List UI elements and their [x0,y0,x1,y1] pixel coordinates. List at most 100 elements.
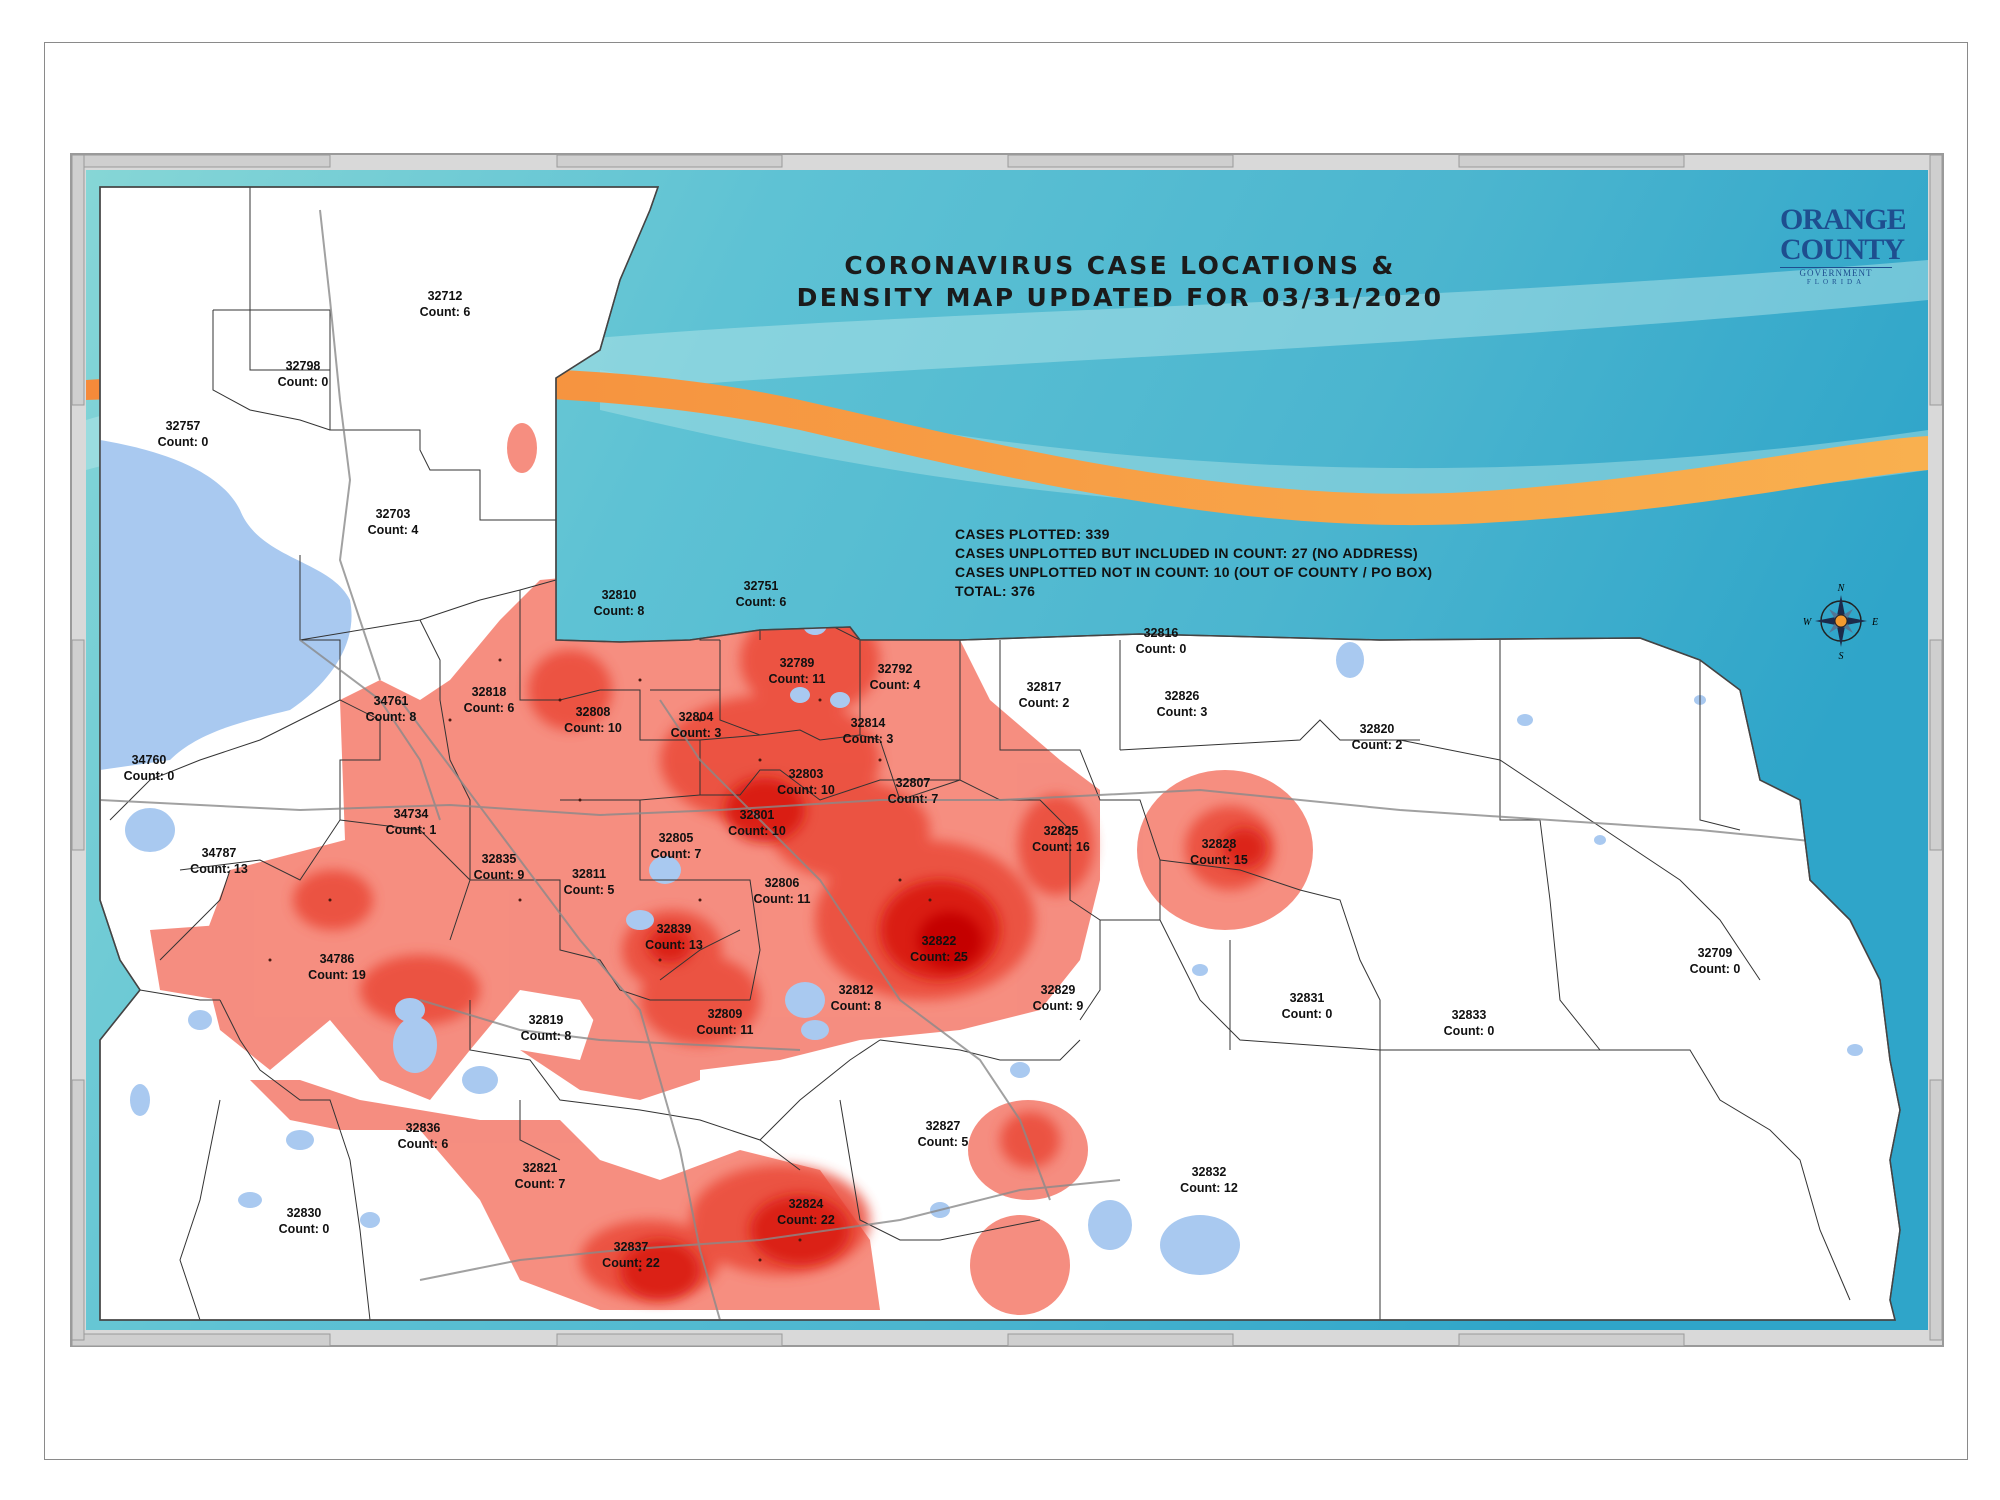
zip-label-32792: 32792 Count: 4 [870,662,921,692]
zip-label-32817: 32817 Count: 2 [1019,680,1070,710]
svg-text:32751: 32751 [744,579,779,593]
map-title: CORONAVIRUS CASE LOCATIONS & DENSITY MAP… [640,250,1600,314]
svg-text:32801: 32801 [740,808,775,822]
zip-label-32703: 32703 Count: 4 [368,507,419,537]
svg-text:32832: 32832 [1192,1165,1227,1179]
density-heat-peak [918,912,982,968]
zip-label-32709: 32709 Count: 0 [1690,946,1741,976]
compass-south-label: S [1839,651,1844,662]
zip-labels: 32712 Count: 6 32798 Count: 0 32757 Count: … [124,289,1741,1270]
svg-text:32811: 32811 [572,867,606,881]
zip-label-34734: 34734 Count: 1 [386,807,437,837]
compass-north-label: N [1837,583,1846,594]
frame-tick-marks [71,154,1943,1347]
stat-unplotted-in-count: CASES UNPLOTTED BUT INCLUDED IN COUNT: 2… [955,545,1418,561]
svg-text:Count: 0: Count: 0 [1136,642,1187,656]
case-statistics: CASES PLOTTED: 339 CASES UNPLOTTED BUT I… [955,525,1432,601]
svg-text:Count: 9: Count: 9 [474,868,525,882]
svg-text:32839: 32839 [657,922,692,936]
zip-label-32830: 32830 Count: 0 [279,1206,330,1236]
svg-text:Count: 1: Count: 1 [386,823,437,837]
svg-text:32810: 32810 [602,588,637,602]
zip-label-32839: 32839 Count: 13 [645,922,703,952]
svg-text:32789: 32789 [780,656,815,670]
svg-text:Count: 9: Count: 9 [1033,999,1084,1013]
svg-text:32820: 32820 [1360,722,1395,736]
logo-line-government: GOVERNMENT [1780,267,1892,278]
svg-text:32812: 32812 [839,983,874,997]
zip-label-32818: 32818 Count: 6 [464,685,515,715]
zip-label-32816: 32816 Count: 0 [1136,626,1187,656]
svg-text:32808: 32808 [576,705,611,719]
svg-text:Count: 0: Count: 0 [1444,1024,1495,1038]
svg-text:Count: 2: Count: 2 [1352,738,1403,752]
zip-boundaries [109,187,1851,1320]
zip-label-34786: 34786 Count: 19 [308,952,366,982]
svg-text:Count: 16: Count: 16 [1032,840,1090,854]
svg-text:32816: 32816 [1144,626,1179,640]
svg-text:32757: 32757 [166,419,201,433]
svg-text:Count: 11: Count: 11 [769,672,826,686]
svg-text:32819: 32819 [529,1013,564,1027]
svg-text:32809: 32809 [708,1007,743,1021]
svg-text:32835: 32835 [482,852,517,866]
svg-text:Count: 13: Count: 13 [190,862,248,876]
compass-east-label: E [1871,617,1878,628]
zip-label-32835: 32835 Count: 9 [474,852,525,882]
svg-text:Count: 3: Count: 3 [671,726,722,740]
svg-text:Count: 0: Count: 0 [1282,1007,1333,1021]
svg-text:34761: 34761 [374,694,409,708]
svg-text:Count: 0: Count: 0 [124,769,175,783]
svg-text:Count: 8: Count: 8 [831,999,882,1013]
svg-text:32803: 32803 [789,767,824,781]
svg-text:Count: 10: Count: 10 [728,824,786,838]
zip-label-32757: 32757 Count: 0 [158,419,209,449]
zip-label-32824: 32824 Count: 22 [777,1197,835,1227]
svg-text:Count: 0: Count: 0 [278,375,329,389]
svg-text:32814: 32814 [851,716,886,730]
svg-text:Count: 10: Count: 10 [564,721,622,735]
zip-label-32821: 32821 Count: 7 [515,1161,566,1191]
svg-text:32822: 32822 [922,934,957,948]
svg-text:32817: 32817 [1027,680,1062,694]
stat-total: TOTAL: 376 [955,583,1036,599]
zip-label-32801: 32801 Count: 10 [728,808,786,838]
svg-text:32825: 32825 [1044,824,1079,838]
svg-text:32837: 32837 [614,1240,649,1254]
svg-text:32821: 32821 [523,1161,558,1175]
svg-text:Count: 0: Count: 0 [279,1222,330,1236]
svg-text:32798: 32798 [286,359,321,373]
svg-text:Count: 11: Count: 11 [754,892,811,906]
svg-text:32709: 32709 [1698,946,1733,960]
zip-label-32808: 32808 Count: 10 [564,705,622,735]
map-title-line-1: CORONAVIRUS CASE LOCATIONS & [844,251,1396,280]
zip-label-32712: 32712 Count: 6 [420,289,471,319]
logo-line-county: COUNTY [1780,233,1905,266]
zip-label-32833: 32833 Count: 0 [1444,1008,1495,1038]
zip-label-32814: 32814 Count: 3 [843,716,894,746]
logo-line-orange: ORANGE [1780,203,1907,236]
svg-text:Count: 4: Count: 4 [870,678,921,692]
svg-text:32824: 32824 [789,1197,824,1211]
svg-text:Count: 5: Count: 5 [564,883,615,897]
svg-text:34760: 34760 [132,753,167,767]
zip-label-34760: 34760 Count: 0 [124,753,175,783]
zip-label-32831: 32831 Count: 0 [1282,991,1333,1021]
svg-text:Count: 7: Count: 7 [515,1177,566,1191]
svg-text:32828: 32828 [1202,837,1237,851]
zip-label-32805: 32805 Count: 7 [651,831,702,861]
zip-label-32826: 32826 Count: 3 [1157,689,1208,719]
zip-label-32820: 32820 Count: 2 [1352,722,1403,752]
svg-text:Count: 4: Count: 4 [368,523,419,537]
stat-unplotted-not-in-count: CASES UNPLOTTED NOT IN COUNT: 10 (OUT OF… [955,564,1433,580]
svg-text:32712: 32712 [428,289,463,303]
zip-label-32819: 32819 Count: 8 [521,1013,572,1043]
zip-label-32837: 32837 Count: 22 [602,1240,660,1270]
svg-text:Count: 15: Count: 15 [1190,853,1248,867]
compass-rose-icon: N S E W [1803,583,1878,662]
svg-text:Count: 8: Count: 8 [366,710,417,724]
zip-label-32822: 32822 Count: 25 [910,934,968,964]
svg-text:34787: 34787 [202,846,237,860]
svg-text:32829: 32829 [1041,983,1076,997]
zip-label-32803: 32803 Count: 10 [777,767,835,797]
